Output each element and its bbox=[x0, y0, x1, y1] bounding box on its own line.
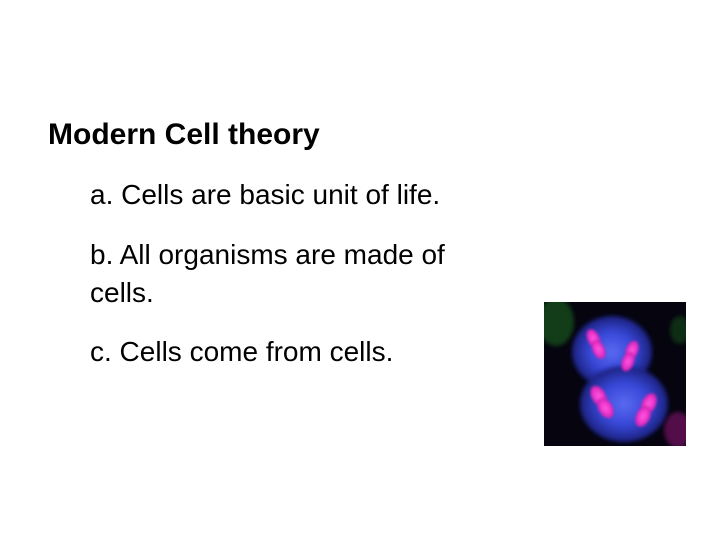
cell-micrograph-image bbox=[544, 302, 686, 446]
slide-title: Modern Cell theory bbox=[48, 118, 672, 152]
list-item-c: c. Cells come from cells. bbox=[90, 333, 510, 371]
list-item-b: b. All organisms are made of cells. bbox=[90, 236, 510, 312]
list-item-a: a. Cells are basic unit of life. bbox=[90, 176, 510, 214]
